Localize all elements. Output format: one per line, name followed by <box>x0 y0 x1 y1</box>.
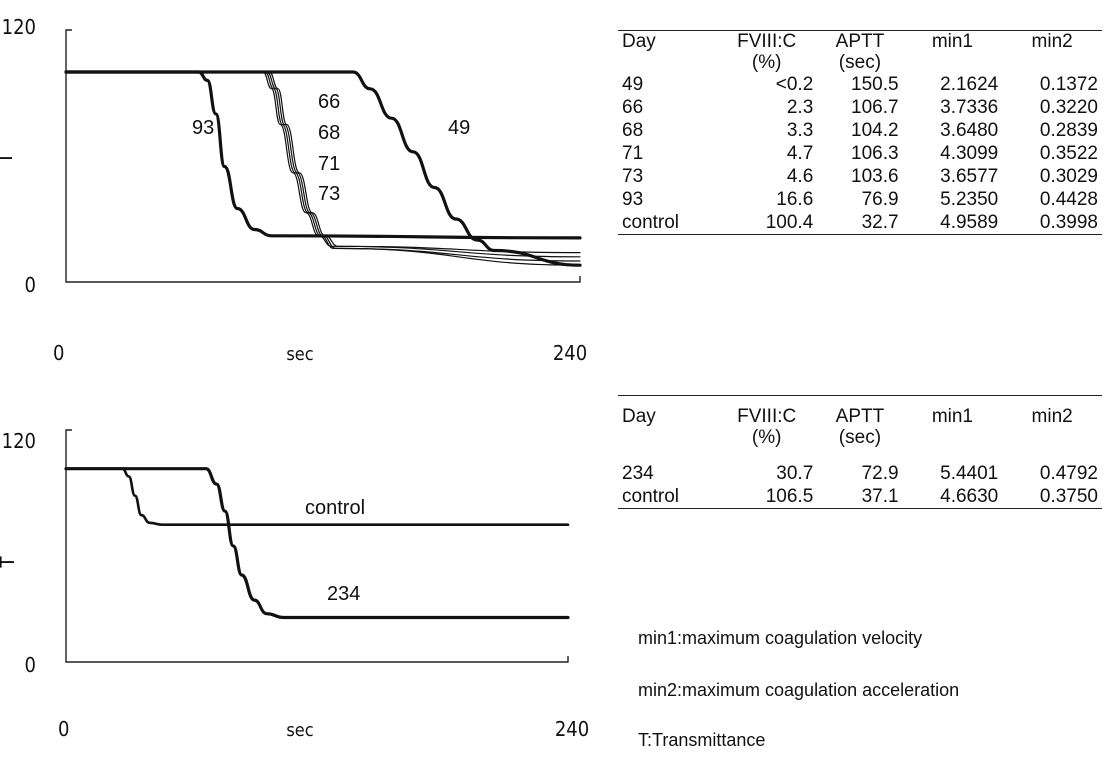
series-label-68: 68 <box>318 122 340 144</box>
series-label-71: 71 <box>318 153 340 175</box>
col-header-day: Day <box>622 31 656 52</box>
cell-min2: 0.4792 <box>1039 463 1098 484</box>
cell-day: control <box>622 212 680 233</box>
cell-day: 71 <box>622 143 644 164</box>
cell-day: 66 <box>622 97 644 118</box>
table-row: 49 <0.2 150.5 2.1624 0.1372 <box>618 73 1102 96</box>
col-header-fviii: FVIII:C (%) <box>737 31 797 73</box>
cell-min1: 4.3099 <box>940 143 999 164</box>
x-axis-label: sec <box>286 720 313 741</box>
cell-fviii: 4.6 <box>786 166 814 187</box>
cell-aptt: 106.3 <box>851 143 899 164</box>
cell-fviii: 30.7 <box>776 463 814 484</box>
cell-aptt: 103.6 <box>851 166 899 187</box>
cell-min2: 0.3522 <box>1039 143 1098 164</box>
series-label-49: 49 <box>448 117 470 139</box>
cell-fviii: 106.5 <box>765 486 814 507</box>
x-tick-label: 0 <box>58 717 69 741</box>
table-row: 73 4.6 103.6 3.6577 0.3029 <box>618 165 1102 188</box>
cell-day: 234 <box>622 463 654 484</box>
x-axis-label: sec <box>286 344 313 365</box>
cell-aptt: 37.1 <box>861 486 899 507</box>
cell-day: 49 <box>622 74 644 95</box>
cell-min2: 0.3029 <box>1039 166 1098 187</box>
cell-aptt: 104.2 <box>851 120 899 141</box>
table-row: 234 30.7 72.9 5.4401 0.4792 <box>618 462 1102 485</box>
cell-min1: 4.6630 <box>940 486 999 507</box>
col-header-day: Day <box>622 406 656 427</box>
axes <box>65 29 581 283</box>
series-line-control <box>64 467 570 526</box>
table-row: 68 3.3 104.2 3.6480 0.2839 <box>618 119 1102 142</box>
col-header-aptt: APTT (sec) <box>835 31 885 73</box>
y-axis-label: T <box>0 152 17 164</box>
x-tick-label: 0 <box>53 341 64 365</box>
cell-aptt: 32.7 <box>861 212 899 233</box>
table-row: control 106.5 37.1 4.6630 0.3750 <box>618 485 1102 509</box>
cell-min1: 5.2350 <box>940 189 999 210</box>
y-tick-label: 120 <box>2 429 36 453</box>
col-header-fviii: FVIII:C (%) <box>737 406 797 448</box>
col-header-min2: min2 <box>1031 31 1073 52</box>
y-axis-label: T <box>0 556 19 568</box>
cell-min1: 4.9589 <box>940 212 999 233</box>
cell-fviii: 2.3 <box>786 97 814 118</box>
cell-min2: 0.3220 <box>1039 97 1098 118</box>
chart-top: 120 0 0 240 sec T 93 66 68 71 73 49 <box>0 15 587 365</box>
series-label-234: 234 <box>327 583 360 605</box>
series-label-73: 73 <box>318 183 340 205</box>
cell-min2: 0.1372 <box>1039 74 1098 95</box>
table-row: control 100.4 32.7 4.9589 0.3998 <box>618 211 1102 235</box>
col-header-min1: min1 <box>931 406 973 427</box>
series-label-66: 66 <box>318 91 340 113</box>
col-header-min2: min2 <box>1031 406 1073 427</box>
cell-day: 73 <box>622 166 644 187</box>
cell-fviii: 100.4 <box>765 212 814 233</box>
cell-fviii: 3.3 <box>786 120 814 141</box>
cell-min1: 3.7336 <box>940 97 999 118</box>
cell-fviii: <0.2 <box>775 74 814 95</box>
chart-bottom: 120 0 0 240 sec Tcontrol 234 <box>0 429 589 741</box>
col-header-aptt: APTT (sec) <box>835 406 885 448</box>
cell-min2: 0.4428 <box>1039 189 1098 210</box>
table-row: 66 2.3 106.7 3.7336 0.3220 <box>618 96 1102 119</box>
note-min2: min2:maximum coagulation acceleration <box>638 680 960 700</box>
x-tick-label: 240 <box>555 717 589 741</box>
series-line-49 <box>64 70 582 267</box>
table-row: 71 4.7 106.3 4.3099 0.3522 <box>618 142 1102 165</box>
cell-min2: 0.2839 <box>1039 120 1098 141</box>
table-header-row: Day FVIII:C (%) APTT (sec) min1 min2 <box>618 30 1102 73</box>
table-header-row: Day FVIII:C (%) APTT (sec) min1 min2 <box>618 395 1102 448</box>
series-line-234 <box>64 467 570 620</box>
series-label-control: control <box>305 497 365 519</box>
table-row: 93 16.6 76.9 5.2350 0.4428 <box>618 188 1102 211</box>
x-tick-label: 240 <box>553 341 587 365</box>
y-tick-label: 120 <box>2 15 36 39</box>
cell-day: control <box>622 486 680 507</box>
cell-day: 93 <box>622 189 644 210</box>
axes <box>65 429 569 663</box>
cell-fviii: 4.7 <box>786 143 814 164</box>
cell-min2: 0.3998 <box>1039 212 1098 233</box>
table-bottom: Day FVIII:C (%) APTT (sec) min1 min2 234 30… <box>618 395 1102 509</box>
cell-min1: 5.4401 <box>940 463 999 484</box>
cell-aptt: 106.7 <box>851 97 899 118</box>
cell-day: 68 <box>622 120 644 141</box>
cell-aptt: 72.9 <box>861 463 899 484</box>
cell-min1: 3.6577 <box>940 166 999 187</box>
y-tick-label: 0 <box>25 273 36 297</box>
cell-min2: 0.3750 <box>1039 486 1098 507</box>
cell-min1: 2.1624 <box>940 74 999 95</box>
note-t: T:Transmittance <box>638 730 766 750</box>
y-tick-label: 0 <box>25 653 36 677</box>
series-label-93: 93 <box>192 117 214 139</box>
table-top: Day FVIII:C (%) APTT (sec) min1 min2 49 <0.… <box>618 30 1102 235</box>
col-header-min1: min1 <box>931 31 973 52</box>
cell-fviii: 16.6 <box>776 189 814 210</box>
note-min1: min1:maximum coagulation velocity <box>638 628 923 648</box>
cell-aptt: 76.9 <box>861 189 899 210</box>
cell-aptt: 150.5 <box>851 74 899 95</box>
cell-min1: 3.6480 <box>940 120 999 141</box>
